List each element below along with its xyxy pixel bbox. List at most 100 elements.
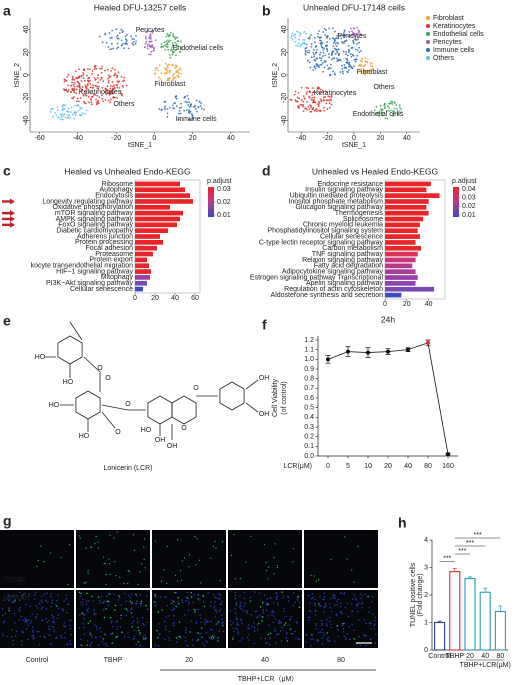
cell-dot bbox=[108, 76, 111, 79]
y-tick-label: 4 bbox=[424, 537, 428, 544]
cell-dot bbox=[319, 110, 321, 113]
cell-dot bbox=[73, 112, 76, 115]
nucleus bbox=[110, 621, 113, 624]
atom-label: HO bbox=[63, 379, 74, 386]
cell-dot bbox=[371, 65, 374, 68]
nucleus bbox=[258, 614, 261, 617]
cell-dot bbox=[145, 31, 148, 34]
cell-dot bbox=[370, 70, 373, 73]
cell-dot bbox=[105, 93, 107, 96]
row-label: MERGE bbox=[4, 595, 30, 602]
cell-dot bbox=[305, 86, 308, 89]
nucleus bbox=[18, 599, 21, 602]
nucleus bbox=[29, 605, 32, 607]
column-label: TBHP bbox=[104, 657, 123, 664]
cell-dot bbox=[192, 105, 195, 108]
colorbar-label: 0.03 bbox=[217, 186, 231, 193]
nucleus bbox=[367, 595, 369, 598]
cell-dot bbox=[383, 104, 386, 106]
nucleus bbox=[102, 638, 105, 640]
nucleus bbox=[63, 600, 65, 603]
nucleus bbox=[314, 604, 316, 607]
cell-dot bbox=[348, 61, 351, 64]
nucleus bbox=[22, 593, 25, 596]
bar bbox=[385, 187, 427, 193]
nucleus bbox=[349, 638, 352, 641]
nucleus bbox=[243, 605, 246, 607]
nucleus bbox=[181, 560, 183, 562]
cell-dot bbox=[166, 66, 169, 69]
cell-dot bbox=[102, 100, 105, 103]
nucleus bbox=[166, 545, 168, 548]
cell-dot bbox=[302, 110, 305, 113]
nucleus bbox=[229, 619, 231, 622]
cell-dot bbox=[357, 36, 359, 39]
cell-dot bbox=[167, 34, 169, 36]
cell-dot bbox=[165, 69, 167, 71]
nucleus bbox=[85, 581, 87, 583]
nucleus bbox=[289, 628, 292, 630]
nucleus bbox=[218, 597, 221, 600]
nucleus bbox=[193, 594, 196, 596]
nucleus bbox=[139, 593, 142, 596]
cell-dot bbox=[74, 114, 77, 117]
cell-dot bbox=[306, 51, 309, 54]
cell-dot bbox=[184, 100, 187, 103]
nucleus bbox=[105, 607, 107, 610]
cell-dot bbox=[107, 80, 110, 82]
cell-dot bbox=[116, 76, 118, 79]
nucleus bbox=[18, 591, 21, 594]
atom-label: O bbox=[181, 425, 187, 432]
nucleus bbox=[328, 616, 331, 619]
nucleus bbox=[137, 626, 139, 629]
nucleus bbox=[102, 608, 105, 611]
nucleus bbox=[271, 614, 273, 616]
cell-dot bbox=[346, 59, 349, 62]
nucleus bbox=[276, 566, 279, 569]
cell-dot bbox=[324, 54, 327, 57]
nucleus bbox=[8, 607, 10, 610]
cell-dot bbox=[315, 48, 318, 51]
cell-dot bbox=[146, 47, 149, 50]
nucleus bbox=[310, 597, 313, 600]
nucleus bbox=[66, 611, 68, 614]
nucleus bbox=[139, 571, 141, 573]
cell-dot bbox=[325, 102, 328, 105]
bar bbox=[135, 240, 163, 245]
nucleus bbox=[132, 534, 134, 536]
nucleus bbox=[101, 640, 104, 643]
nucleus bbox=[62, 609, 65, 612]
nucleus bbox=[332, 595, 334, 597]
cell-dot bbox=[52, 115, 55, 118]
cell-dot bbox=[157, 69, 159, 72]
cell-dot bbox=[338, 54, 340, 57]
nucleus bbox=[335, 614, 338, 617]
x-tick-label: -60 bbox=[35, 135, 45, 142]
nucleus bbox=[373, 628, 376, 630]
cell-dot bbox=[356, 54, 359, 57]
cell-dot bbox=[104, 33, 107, 36]
cell-dot bbox=[149, 38, 152, 40]
cell-dot bbox=[72, 95, 75, 98]
nucleus bbox=[194, 609, 196, 611]
nucleus bbox=[235, 601, 238, 604]
nucleus bbox=[275, 596, 278, 599]
cell-dot bbox=[81, 107, 84, 110]
nucleus bbox=[163, 569, 165, 571]
cell-dot bbox=[335, 57, 338, 60]
nucleus bbox=[296, 597, 298, 599]
nucleus bbox=[138, 629, 140, 632]
cell-dot bbox=[358, 51, 361, 54]
nucleus bbox=[57, 614, 60, 616]
cell-dot bbox=[389, 109, 392, 112]
nucleus bbox=[45, 617, 47, 620]
nucleus bbox=[154, 644, 156, 647]
cell-dot bbox=[304, 50, 307, 53]
nucleus bbox=[66, 643, 68, 646]
cell-dot bbox=[306, 59, 309, 62]
nucleus bbox=[81, 612, 84, 614]
cell-dot bbox=[328, 66, 331, 69]
nucleus bbox=[307, 594, 310, 597]
nucleus bbox=[256, 623, 259, 626]
